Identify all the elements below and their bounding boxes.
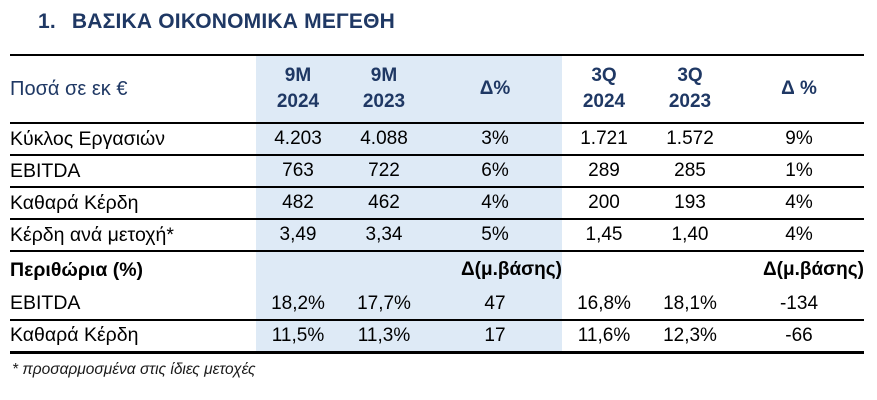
- row-label: Καθαρά Κέρδη: [10, 186, 256, 219]
- table-row-ebitda: EBITDA 763 722 6% 289 285 1%: [10, 154, 864, 187]
- cell: 18,2%: [256, 288, 340, 320]
- footnote: * προσαρμοσμένα στις ίδιες μετοχές: [12, 360, 256, 378]
- table-row-margins-section: Περιθώρια (%) Δ(μ.βάσης) Δ(μ.βάσης): [10, 250, 864, 288]
- table-row-ebitda-margin: EBITDA 18,2% 17,7% 47 16,8% 18,1% -134: [10, 288, 864, 320]
- cell: 9%: [785, 128, 813, 149]
- financial-table: Ποσά σε εκ € 9M 2024 9M 2023 Δ% 3Q 2024 …: [10, 54, 864, 354]
- title-number: 1.: [38, 10, 56, 33]
- table-row-net-margin: Καθαρά Κέρδη 11,5% 11,3% 17 11,6% 12,3% …: [10, 319, 864, 352]
- cell: 11,6%: [562, 319, 646, 352]
- cell-bps-header: Δ(μ.βάσης): [428, 250, 562, 288]
- col-header-delta-9m: Δ%: [428, 55, 562, 124]
- cell: 722: [340, 154, 428, 187]
- cell: [340, 250, 428, 288]
- cell: 3,49: [256, 218, 340, 251]
- header-row: Ποσά σε εκ € 9M 2024 9M 2023 Δ% 3Q 2024 …: [10, 55, 864, 124]
- page-title: 1. ΒΑΣΙΚΑ ΟΙΚΟΝΟΜΙΚΑ ΜΕΓΕΘΗ: [0, 0, 877, 34]
- cell: 6%: [428, 154, 562, 187]
- cell: 5%: [428, 218, 562, 251]
- row-label: EBITDA: [10, 154, 256, 187]
- corner-label: Ποσά σε εκ €: [10, 55, 256, 124]
- cell: 1,40: [646, 218, 734, 251]
- cell: 4%: [428, 186, 562, 219]
- cell: 11,3%: [340, 319, 428, 352]
- cell: [256, 250, 340, 288]
- cell: 763: [256, 154, 340, 187]
- table-row-eps: Κέρδη ανά μετοχή* 3,49 3,34 5% 1,45 1,40…: [10, 218, 864, 251]
- cell: 4%: [734, 218, 864, 251]
- cell: 4%: [734, 186, 864, 219]
- title-text: ΒΑΣΙΚΑ ΟΙΚΟΝΟΜΙΚΑ ΜΕΓΕΘΗ: [71, 10, 395, 33]
- cell: -66: [734, 319, 864, 352]
- cell: 200: [562, 186, 646, 219]
- cell: 289: [562, 154, 646, 187]
- table-row-net-profit: Καθαρά Κέρδη 482 462 4% 200 193 4%: [10, 186, 864, 219]
- table-row-turnover: Κύκλος Εργασιών 4.203 4.088 3% 1.721 1.5…: [10, 123, 864, 155]
- cell: 18,1%: [663, 292, 717, 314]
- cell: 193: [646, 186, 734, 219]
- cell: -134: [779, 292, 819, 314]
- cell: 1,45: [562, 218, 646, 251]
- cell: 11,5%: [256, 319, 340, 352]
- cell: 17: [428, 319, 562, 352]
- col-header-9m-2024: 9M 2024: [256, 55, 340, 124]
- col-header-delta-3q: Δ %: [734, 55, 864, 124]
- cell: 4.203: [256, 123, 340, 155]
- cell: [646, 250, 734, 288]
- cell: 482: [256, 186, 340, 219]
- col-header-9m-2023: 9M 2023: [340, 55, 428, 124]
- row-label: Κύκλος Εργασιών: [10, 127, 166, 150]
- cell: 462: [340, 186, 428, 219]
- cell: 3,34: [340, 218, 428, 251]
- cell: 1.572: [666, 128, 714, 149]
- section-label: Περιθώρια (%): [10, 250, 256, 288]
- cell: 3%: [428, 123, 562, 155]
- cell: [562, 250, 646, 288]
- cell: 1.721: [580, 128, 628, 149]
- cell: 17,7%: [340, 288, 428, 320]
- cell: 4.088: [340, 123, 428, 155]
- row-label: Καθαρά Κέρδη: [10, 319, 256, 352]
- cell: 16,8%: [577, 292, 631, 314]
- cell: 47: [428, 288, 562, 320]
- cell: 1%: [734, 154, 864, 187]
- col-header-3q-2024: 3Q 2024: [562, 55, 646, 124]
- row-label: Κέρδη ανά μετοχή*: [10, 218, 256, 251]
- cell: 285: [646, 154, 734, 187]
- cell-bps-header: Δ(μ.βάσης): [734, 250, 864, 288]
- row-label: EBITDA: [10, 292, 81, 314]
- col-header-3q-2023: 3Q 2023: [646, 55, 734, 124]
- cell: 12,3%: [646, 319, 734, 352]
